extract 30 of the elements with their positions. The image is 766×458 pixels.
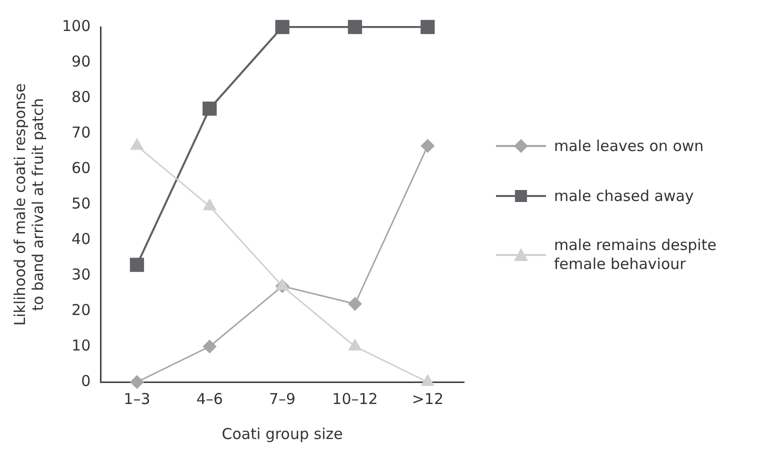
y-tick-label: 80	[72, 88, 91, 106]
y-tick-label: 100	[62, 16, 91, 35]
y-tick-label: 0	[81, 372, 91, 390]
x-tick-label: 10–12	[332, 390, 378, 408]
point	[202, 340, 217, 354]
point	[275, 20, 290, 34]
y-tick-label: 10	[72, 336, 91, 354]
x-tick-label: 7–9	[269, 390, 296, 408]
y-tick-label: 60	[72, 158, 91, 177]
legend-label: male remains despite female behaviour	[554, 236, 718, 274]
legend-label: male leaves on own	[554, 136, 704, 156]
point	[202, 102, 217, 116]
point	[348, 20, 362, 34]
legend-label: male chased away	[554, 186, 694, 206]
x-axis-title: Coati group size	[222, 424, 343, 443]
y-tick-label: 40	[72, 230, 91, 248]
point	[420, 138, 435, 153]
point	[130, 375, 144, 389]
y-tick-label: 90	[72, 52, 91, 70]
point	[348, 296, 362, 311]
y-tick-label: 30	[72, 265, 91, 284]
y-axis-title: Liklihood of male coati response to band arrival at fruit patch	[10, 83, 47, 326]
point	[420, 20, 435, 34]
x-tick-label: >12	[412, 390, 444, 408]
point	[130, 258, 144, 272]
y-tick-label: 20	[72, 300, 91, 319]
y-tick-label: 50	[72, 194, 91, 212]
y-tick-label: 70	[72, 123, 91, 142]
x-tick-label: 4–6	[196, 390, 223, 408]
x-tick-label: 1–3	[124, 390, 150, 408]
